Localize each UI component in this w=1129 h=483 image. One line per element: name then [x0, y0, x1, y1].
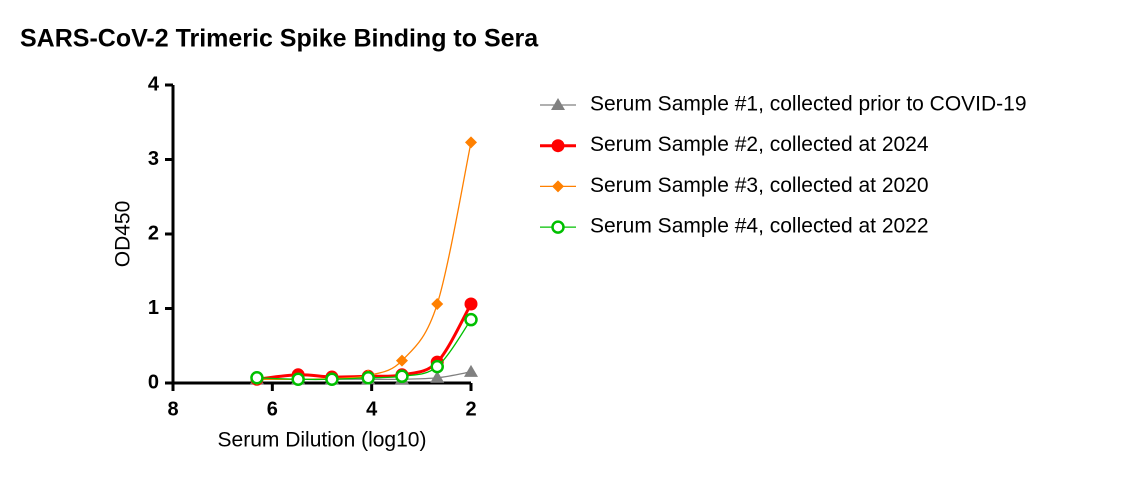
legend-label: Serum Sample #4, collected at 2022	[590, 215, 929, 238]
x-tick-label: 8	[167, 398, 178, 420]
marker	[395, 369, 409, 384]
marker	[430, 370, 445, 383]
x-axis-label: Serum Dilution (log10)	[218, 429, 427, 452]
marker	[361, 371, 375, 385]
series-line	[256, 142, 472, 380]
marker	[325, 372, 339, 387]
y-axis-label: OD450	[112, 201, 135, 268]
y-tick-label: 1	[148, 297, 159, 319]
legend-label: Serum Sample #2, collected at 2024	[590, 133, 929, 156]
marker	[250, 371, 264, 385]
y-tick-label: 2	[148, 222, 159, 244]
marker	[552, 180, 564, 193]
marker	[551, 139, 565, 153]
marker	[395, 354, 408, 367]
legend-label: Serum Sample #1, collected prior to COVI…	[590, 93, 1027, 116]
marker	[465, 136, 477, 149]
marker	[464, 297, 478, 311]
legend: Serum Sample #1, collected prior to COVI…	[540, 93, 1027, 238]
chart-title: SARS-CoV-2 Trimeric Spike Binding to Ser…	[20, 25, 539, 53]
marker	[430, 359, 444, 374]
marker	[551, 220, 565, 234]
y-tick-label: 0	[148, 371, 159, 393]
marker	[464, 312, 478, 327]
marker	[551, 98, 565, 110]
y-tick-label: 4	[148, 73, 160, 95]
marker	[291, 372, 305, 387]
x-tick-label: 2	[465, 398, 476, 420]
x-tick-label: 6	[267, 398, 278, 420]
legend-label: Serum Sample #3, collected at 2020	[590, 174, 929, 197]
x-tick-label: 4	[366, 398, 378, 420]
marker	[431, 298, 444, 311]
marker	[464, 364, 478, 377]
y-tick-label: 3	[148, 148, 159, 170]
